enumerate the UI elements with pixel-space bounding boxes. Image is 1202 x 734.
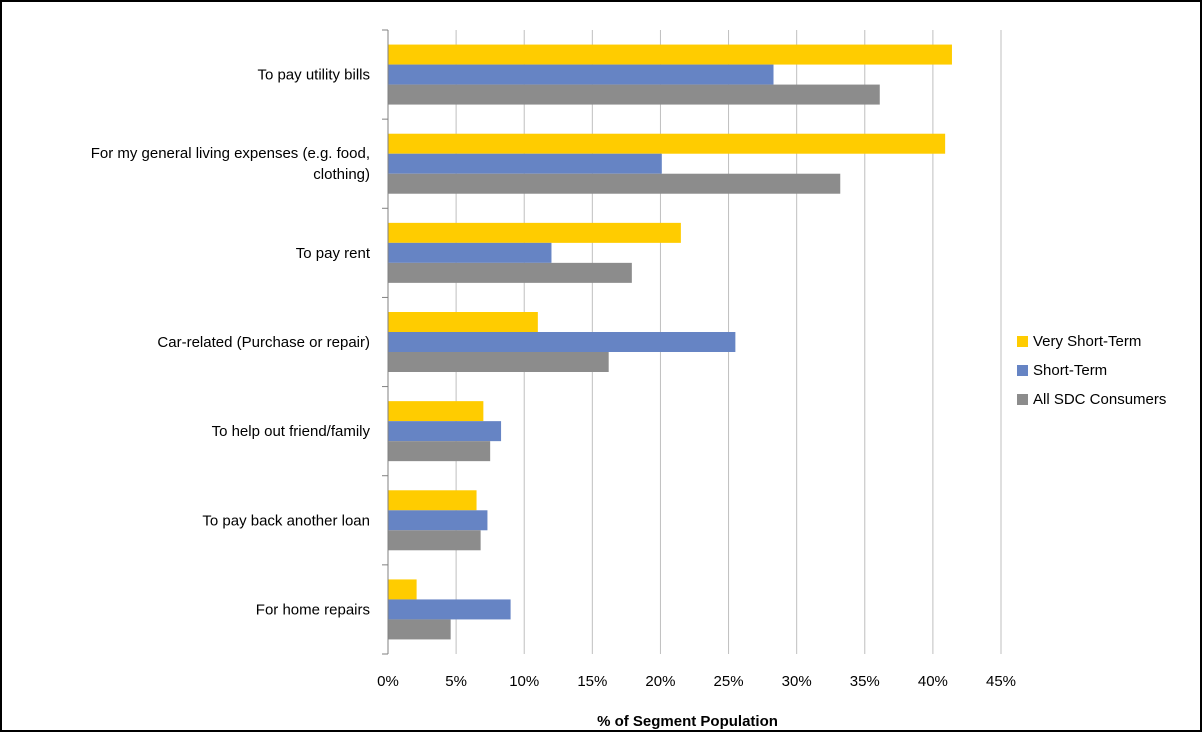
bar (388, 579, 417, 600)
legend-label: Short-Term (1033, 362, 1107, 379)
bar (388, 84, 880, 105)
legend-swatch (1017, 336, 1028, 347)
x-tick-label: 5% (445, 673, 467, 690)
bar (388, 262, 632, 283)
bar (388, 44, 952, 65)
bar (388, 510, 488, 531)
bar (388, 490, 477, 511)
bar (388, 133, 946, 154)
bar (388, 153, 662, 174)
bar (388, 619, 451, 640)
x-tick-label: 25% (714, 673, 744, 690)
x-axis-title: % of Segment Population (597, 713, 778, 730)
bar (388, 242, 552, 263)
bar (388, 599, 511, 620)
category-label: Car-related (Purchase or repair) (157, 334, 370, 351)
x-tick-label: 0% (377, 673, 399, 690)
bar (388, 401, 484, 422)
bar (388, 421, 502, 442)
category-label: For my general living expenses (e.g. foo… (91, 145, 370, 162)
legend-label: All SDC Consumers (1033, 391, 1166, 408)
legend-swatch (1017, 365, 1028, 376)
bar (388, 530, 481, 551)
x-tick-label: 35% (850, 673, 880, 690)
legend-label: Very Short-Term (1033, 333, 1141, 350)
category-label: To pay rent (296, 245, 371, 262)
category-labels: To pay utility bills For my general livin… (91, 67, 371, 619)
bar (388, 312, 538, 332)
x-tick-label: 45% (986, 673, 1016, 690)
x-tick-label: 20% (645, 673, 675, 690)
bar (388, 352, 609, 372)
bar (388, 441, 491, 462)
x-tick-label: 15% (577, 673, 607, 690)
bar (388, 222, 681, 243)
x-tick-label: 10% (509, 673, 539, 690)
x-tick-label: 30% (782, 673, 812, 690)
bar (388, 64, 774, 85)
x-tick-label: 40% (918, 673, 948, 690)
category-label: To help out friend/family (212, 423, 371, 440)
category-label: To pay back another loan (202, 512, 370, 529)
axes (382, 29, 389, 655)
legend-swatch (1017, 394, 1028, 405)
category-label: To pay utility bills (257, 67, 370, 84)
category-label: clothing) (313, 166, 370, 183)
category-label: For home repairs (256, 601, 370, 618)
legend: Very Short-Term Short-Term All SDC Consume… (1017, 333, 1166, 408)
x-tick-labels: 0% 5% 10% 15% 20% 25% 30% 35% 40% 45% (377, 673, 1016, 690)
bar (388, 173, 841, 194)
bar (388, 332, 736, 352)
bars (388, 44, 952, 640)
